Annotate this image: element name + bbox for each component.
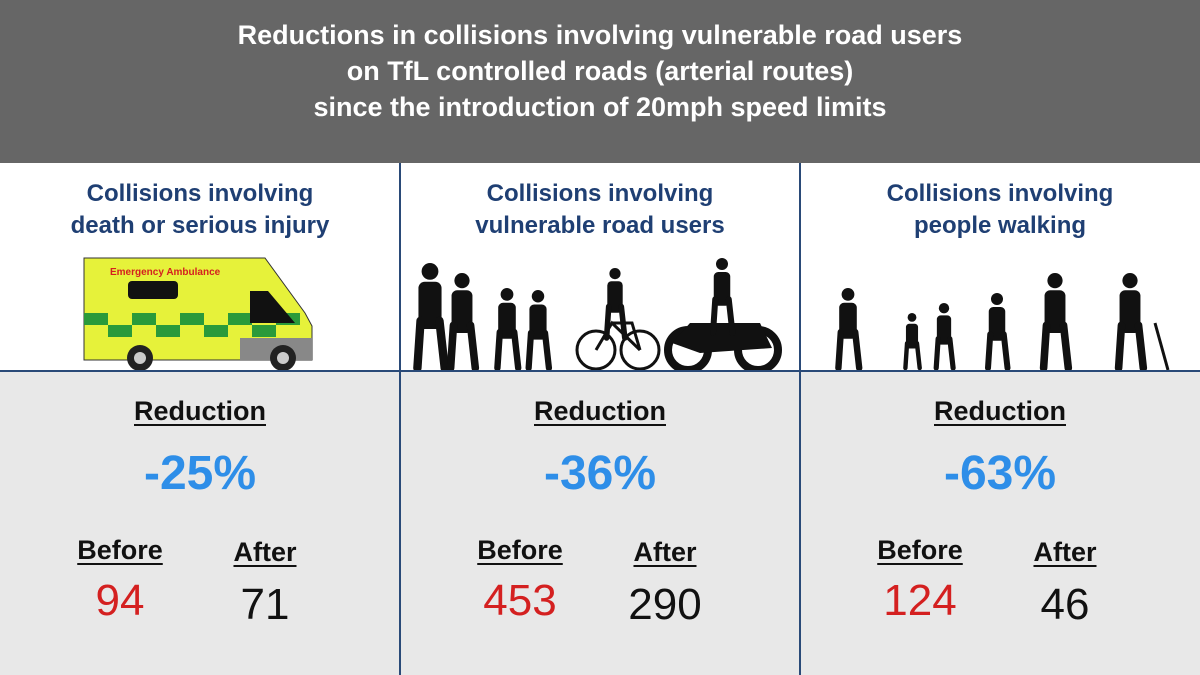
pedestrian xyxy=(988,307,1006,341)
person xyxy=(498,302,516,339)
before-label: Before xyxy=(477,535,563,565)
title-line: since the introduction of 20mph speed li… xyxy=(313,92,887,122)
person xyxy=(529,304,547,340)
pedestrian xyxy=(841,288,855,301)
reduction-value: -63% xyxy=(943,447,1057,500)
person xyxy=(451,290,473,333)
wheel xyxy=(575,329,617,370)
motorbike xyxy=(672,323,772,353)
panel-heading: people walking xyxy=(913,212,1087,239)
person xyxy=(531,290,545,303)
ambulance-check xyxy=(180,313,204,325)
ambulance-check xyxy=(228,313,252,325)
after-label: After xyxy=(1033,537,1097,567)
bicycle xyxy=(594,320,642,352)
ambulance-check xyxy=(252,325,276,337)
ambulance-check xyxy=(156,325,180,337)
ambulance-check xyxy=(132,313,156,325)
pedestrian xyxy=(1122,273,1138,289)
cyclist xyxy=(607,281,623,313)
reduction-value: -36% xyxy=(543,447,657,500)
after-value: 290 xyxy=(628,580,702,629)
reduction-label: Reduction xyxy=(534,396,666,426)
reduction-value: -25% xyxy=(143,447,257,500)
person xyxy=(494,328,522,370)
panel-heading: vulnerable road users xyxy=(475,212,725,239)
panel-heading: Collisions involving xyxy=(486,180,714,207)
title-line: Reductions in collisions involving vulne… xyxy=(237,20,963,50)
wheel xyxy=(277,352,289,364)
title-line: on TfL controlled roads (arterial routes… xyxy=(346,56,854,86)
before-label: Before xyxy=(877,535,963,565)
after-value: 46 xyxy=(1040,580,1090,629)
panel-heading: Collisions involving xyxy=(86,180,314,207)
reduction-label: Reduction xyxy=(134,396,266,426)
pedestrian xyxy=(903,341,922,370)
pedestrian xyxy=(938,303,950,314)
ambulance-check xyxy=(204,325,228,337)
before-value: 94 xyxy=(95,576,145,625)
ambulance-window xyxy=(128,281,178,299)
reduction-label: Reduction xyxy=(934,396,1066,426)
header xyxy=(0,0,1200,163)
pedestrian xyxy=(1044,290,1066,333)
divider xyxy=(399,163,401,675)
ambulance-check xyxy=(108,325,132,337)
after-value: 71 xyxy=(240,580,290,629)
illustrations: Emergency Ambulance xyxy=(83,257,1170,370)
pedestrian xyxy=(936,315,952,345)
rider xyxy=(716,258,728,270)
pedestrian xyxy=(839,302,857,339)
panel-heading: Collisions involving xyxy=(886,180,1114,207)
before-value: 124 xyxy=(883,576,957,625)
pedestrian xyxy=(835,328,863,370)
pedestrian xyxy=(1047,273,1063,289)
pedestrian xyxy=(985,331,1011,370)
person xyxy=(446,321,480,370)
person xyxy=(421,263,439,280)
cyclist xyxy=(603,303,628,341)
person xyxy=(418,281,442,330)
after-label: After xyxy=(233,537,297,567)
divider xyxy=(799,163,801,675)
ambulance-label: Emergency Ambulance xyxy=(110,267,221,278)
pedestrian xyxy=(1119,290,1141,333)
walking-stick xyxy=(1153,322,1170,370)
pedestrian xyxy=(1114,321,1148,370)
before-label: Before xyxy=(77,535,163,565)
results-area xyxy=(0,370,1200,675)
person xyxy=(454,273,470,289)
rider xyxy=(710,296,736,336)
cyclist xyxy=(609,268,621,280)
after-label: After xyxy=(633,537,697,567)
person xyxy=(525,329,553,370)
pedestrian xyxy=(907,313,917,322)
person xyxy=(500,288,514,301)
pedestrian xyxy=(933,336,956,370)
wheel xyxy=(134,352,146,364)
ambulance-check xyxy=(84,313,108,325)
panel-heading: death or serious injury xyxy=(70,212,330,239)
before-value: 453 xyxy=(483,576,557,625)
wheel xyxy=(619,329,661,370)
person xyxy=(413,316,449,370)
pedestrian xyxy=(991,293,1003,305)
rider xyxy=(713,272,731,306)
ambulance-window xyxy=(250,291,295,323)
pedestrian xyxy=(1039,321,1073,370)
